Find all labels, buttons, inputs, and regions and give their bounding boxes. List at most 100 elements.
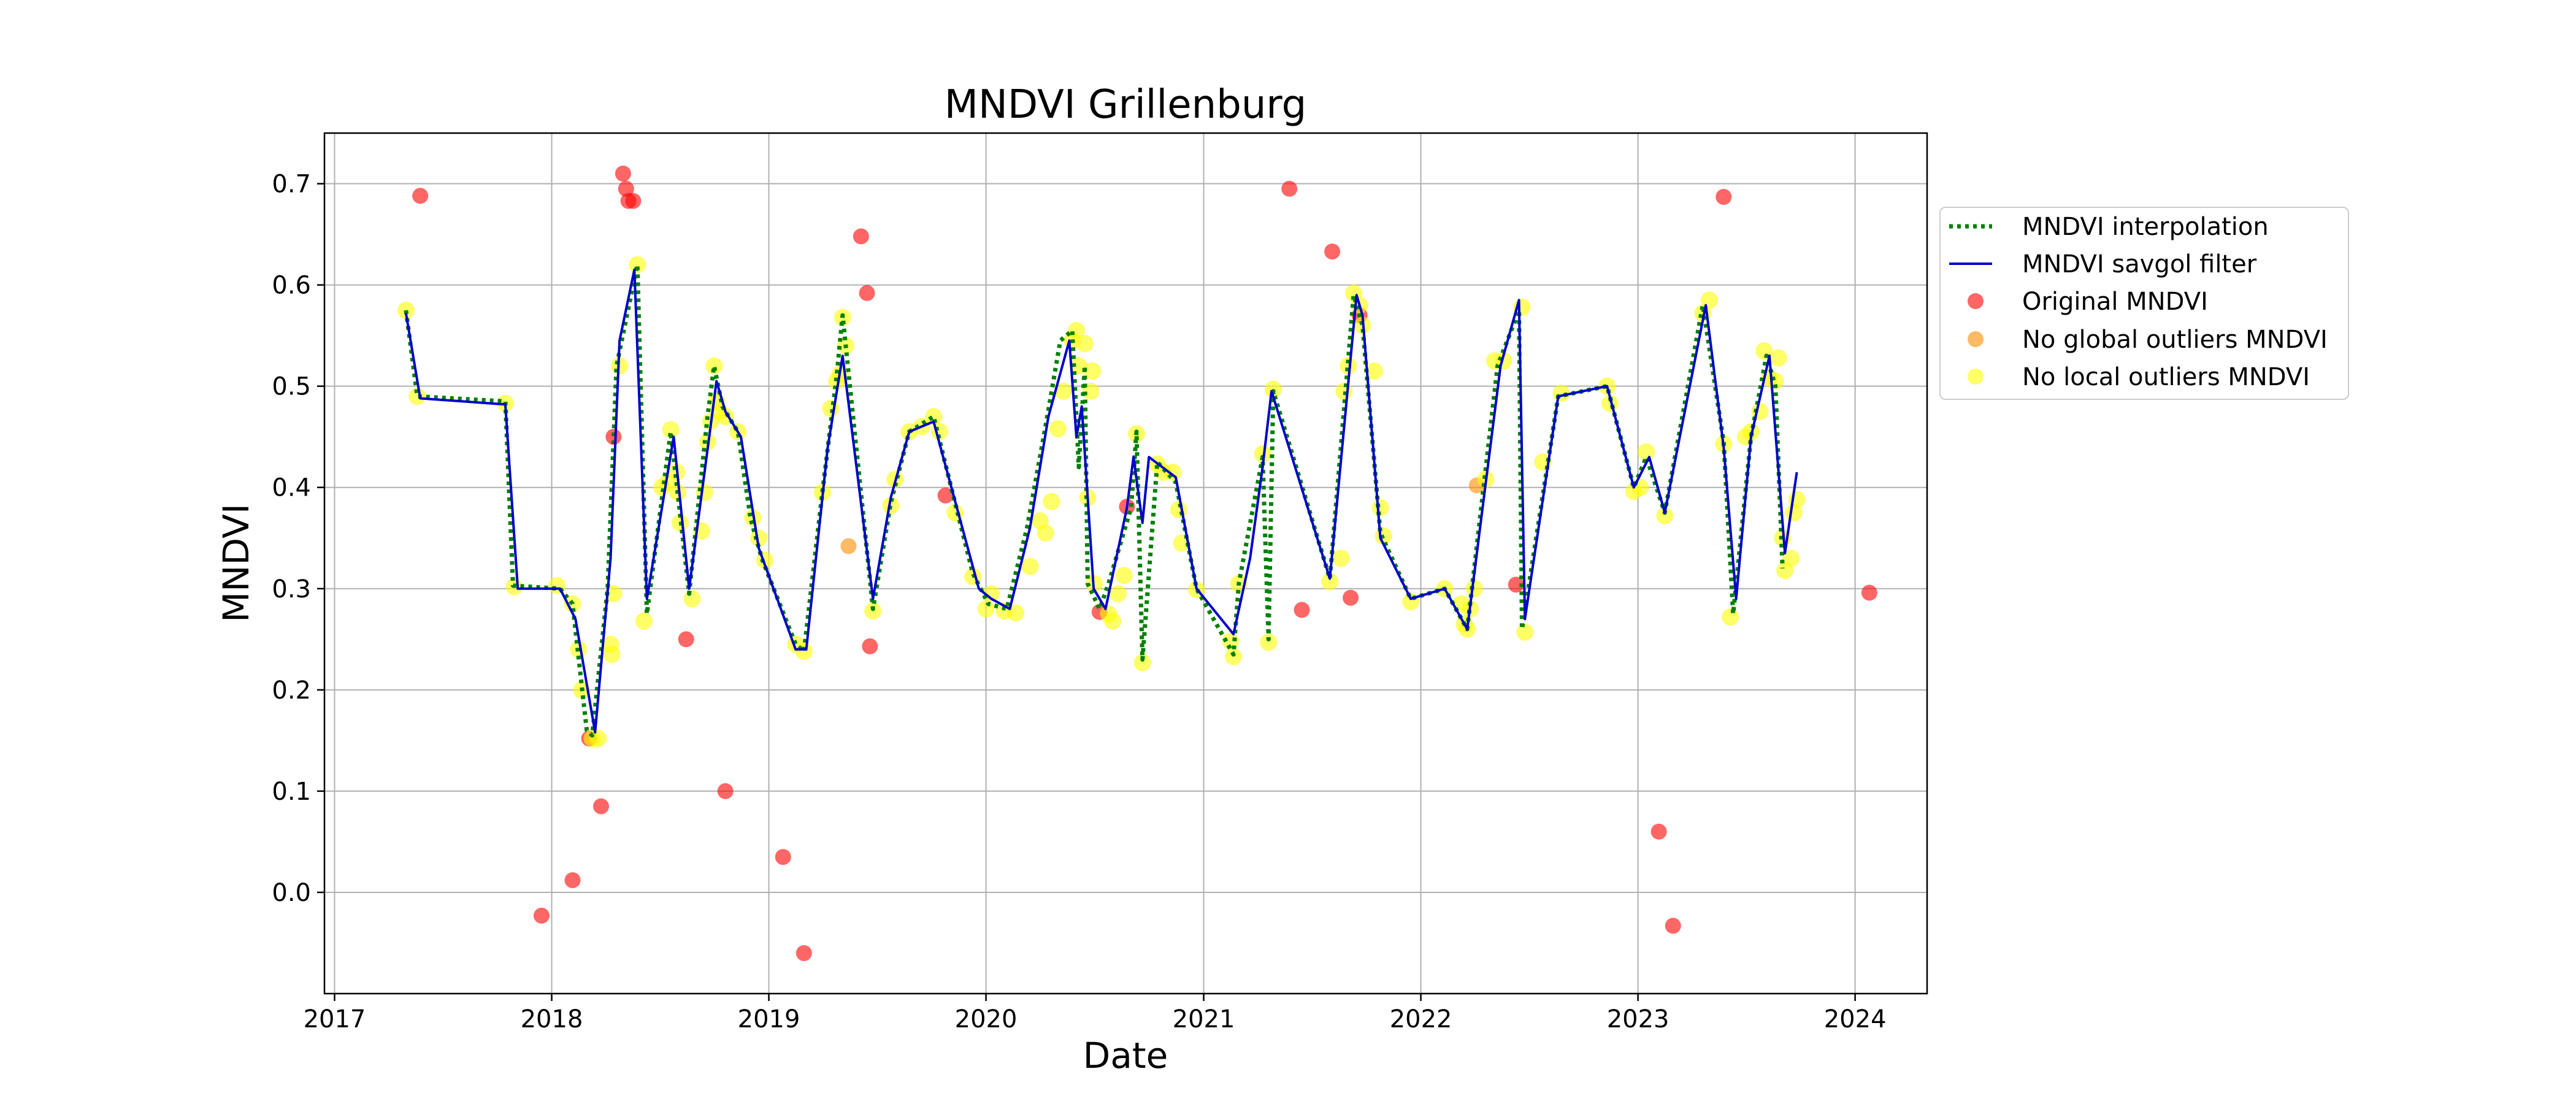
point-original-mndvi	[853, 228, 869, 245]
point-no-local-outliers-mndvi	[1782, 550, 1800, 567]
point-no-local-outliers-mndvi	[977, 600, 995, 618]
point-no-local-outliers-mndvi	[1164, 463, 1182, 481]
x-tick-label: 2019	[738, 1005, 800, 1033]
line-mndvi-savgol-filter	[404, 268, 1798, 734]
legend-no-local-label: No local outliers MNDVI	[2022, 363, 2310, 391]
point-no-local-outliers-mndvi	[925, 408, 943, 426]
x-tick-label: 2024	[1824, 1005, 1887, 1033]
legend-no-local-swatch	[1968, 369, 1984, 385]
point-original-mndvi	[862, 638, 878, 654]
point-no-local-outliers-mndvi	[1104, 612, 1122, 630]
legend-original-label: Original MNDVI	[2022, 288, 2208, 316]
point-no-local-outliers-mndvi	[1076, 335, 1094, 353]
y-tick-label: 0.6	[272, 272, 311, 300]
point-no-local-outliers-mndvi	[1371, 499, 1389, 516]
legend-original-swatch	[1968, 293, 1984, 309]
point-no-local-outliers-mndvi	[1769, 349, 1787, 367]
point-no-local-outliers-mndvi	[822, 400, 840, 417]
point-no-local-outliers-mndvi	[1701, 291, 1718, 309]
point-original-mndvi	[412, 188, 429, 204]
point-no-local-outliers-mndvi	[662, 421, 680, 439]
point-original-mndvi	[859, 285, 875, 301]
point-original-mndvi	[1861, 585, 1877, 601]
point-original-mndvi	[678, 631, 694, 648]
point-original-mndvi	[717, 783, 734, 799]
point-no-local-outliers-mndvi	[605, 585, 623, 602]
legend-savgol-label: MNDVI savgol filter	[2022, 250, 2257, 278]
point-no-local-outliers-mndvi	[1365, 362, 1383, 380]
x-tick-label: 2021	[1173, 1005, 1235, 1033]
point-original-mndvi	[605, 429, 622, 445]
legend: MNDVI interpolation MNDVI savgol filter …	[1939, 207, 2349, 400]
point-no-local-outliers-mndvi	[1084, 362, 1102, 380]
point-no-local-outliers-mndvi	[705, 357, 723, 375]
point-original-mndvi	[1294, 602, 1310, 618]
plot-area	[397, 166, 1877, 961]
y-axis-ticks: 0.0 0.1 0.2 0.3 0.4 0.5 0.6 0.7	[272, 171, 324, 907]
point-original-mndvi	[775, 849, 791, 865]
x-tick-label: 2018	[521, 1005, 583, 1033]
grid	[324, 133, 1927, 994]
x-tick-label: 2023	[1607, 1005, 1669, 1033]
point-original-mndvi	[564, 872, 581, 889]
point-no-local-outliers-mndvi	[1109, 585, 1127, 602]
legend-box	[1939, 207, 2349, 400]
x-tick-label: 2017	[304, 1005, 366, 1033]
point-original-mndvi	[615, 166, 631, 182]
legend-interpolation-label: MNDVI interpolation	[2022, 213, 2269, 241]
y-axis-label: MNDVI	[215, 504, 257, 623]
series-mndvi-savgol-filter	[404, 268, 1798, 734]
line-mndvi-interpolation	[404, 263, 1785, 738]
point-no-local-outliers-mndvi	[1021, 558, 1039, 575]
point-no-local-outliers-mndvi	[795, 643, 813, 661]
point-no-local-outliers-mndvi	[1638, 443, 1655, 461]
point-no-local-outliers-mndvi	[1049, 420, 1067, 437]
axes-frame	[323, 132, 1928, 995]
point-no-local-outliers-mndvi	[1007, 604, 1025, 622]
point-no-local-outliers-mndvi	[1254, 445, 1271, 463]
point-original-mndvi	[1665, 918, 1681, 934]
x-axis-label: Date	[1083, 1035, 1168, 1076]
legend-no-global-swatch	[1968, 331, 1984, 347]
point-no-local-outliers-mndvi	[1722, 608, 1739, 626]
point-no-local-outliers-mndvi	[1340, 357, 1357, 375]
y-tick-label: 0.0	[272, 879, 311, 907]
point-original-mndvi	[1715, 189, 1732, 205]
point-no-local-outliers-mndvi	[882, 497, 900, 515]
point-original-mndvi	[1343, 589, 1359, 606]
series-mndvi-interpolation	[404, 263, 1785, 738]
point-no-local-outliers-mndvi	[635, 612, 653, 630]
point-original-mndvi	[1650, 823, 1667, 840]
point-no-global-outliers-mndvi	[840, 538, 857, 554]
legend-no-global-label: No global outliers MNDVI	[2022, 326, 2328, 354]
point-no-local-outliers-mndvi	[603, 646, 621, 664]
point-no-local-outliers-mndvi	[750, 529, 768, 547]
point-no-local-outliers-mndvi	[1043, 493, 1060, 510]
point-original-mndvi	[625, 193, 642, 209]
point-original-mndvi	[1281, 180, 1298, 197]
y-tick-label: 0.5	[272, 373, 311, 401]
y-tick-label: 0.3	[272, 575, 311, 604]
y-tick-label: 0.2	[272, 677, 311, 705]
point-no-local-outliers-mndvi	[1037, 524, 1054, 542]
point-no-local-outliers-mndvi	[1054, 382, 1072, 400]
x-tick-label: 2020	[955, 1005, 1018, 1033]
point-original-mndvi	[593, 798, 609, 815]
y-tick-label: 0.4	[272, 474, 311, 502]
y-tick-label: 0.1	[272, 778, 311, 806]
point-no-local-outliers-mndvi	[589, 730, 607, 748]
x-tick-label: 2022	[1390, 1005, 1452, 1033]
point-no-local-outliers-mndvi	[1170, 501, 1187, 518]
point-no-local-outliers-mndvi	[1133, 654, 1151, 672]
chart-title: MNDVI Grillenburg	[945, 82, 1306, 128]
point-original-mndvi	[795, 945, 812, 961]
point-no-local-outliers-mndvi	[408, 388, 426, 405]
point-original-mndvi	[1508, 577, 1524, 593]
point-no-local-outliers-mndvi	[1260, 634, 1278, 651]
point-no-local-outliers-mndvi	[683, 590, 701, 608]
point-no-local-outliers-mndvi	[1321, 573, 1339, 591]
y-tick-label: 0.7	[272, 171, 311, 199]
point-no-local-outliers-mndvi	[1115, 567, 1133, 585]
